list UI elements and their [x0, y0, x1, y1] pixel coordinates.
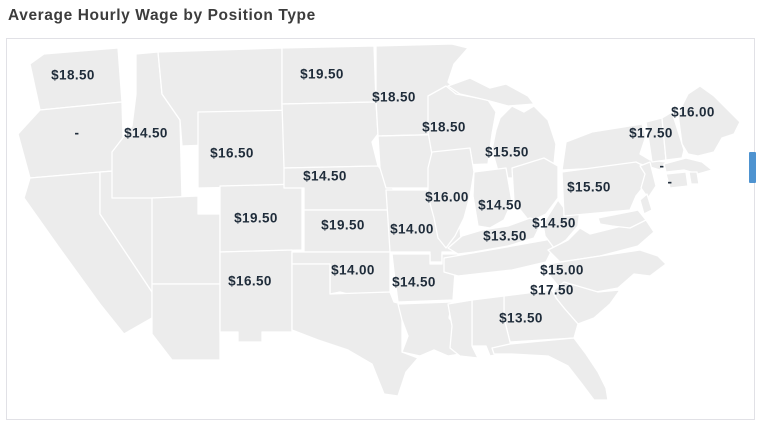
state-or[interactable]	[17, 101, 125, 179]
state-wi[interactable]	[427, 85, 497, 167]
state-oh[interactable]	[511, 157, 559, 223]
state-fl[interactable]	[491, 337, 609, 401]
state-nm[interactable]	[219, 249, 293, 343]
state-ky[interactable]	[447, 217, 543, 255]
state-co[interactable]	[219, 183, 303, 253]
state-pa[interactable]	[561, 161, 649, 217]
state-nd[interactable]	[281, 45, 377, 105]
state-de[interactable]	[639, 193, 653, 215]
state-sd[interactable]	[281, 101, 379, 169]
state-in[interactable]	[472, 167, 513, 229]
state-ms[interactable]	[447, 299, 479, 359]
state-md[interactable]	[597, 209, 647, 229]
state-ri[interactable]	[688, 171, 700, 185]
state-tn[interactable]	[443, 237, 559, 277]
state-ma[interactable]	[663, 157, 713, 175]
state-tx[interactable]	[291, 263, 419, 397]
legend-fragment	[749, 152, 756, 183]
state-az[interactable]	[151, 283, 221, 361]
state-il[interactable]	[427, 147, 475, 249]
state-wa[interactable]	[29, 47, 123, 111]
state-ut[interactable]	[151, 195, 221, 285]
state-ct[interactable]	[665, 171, 689, 189]
state-nh[interactable]	[661, 111, 685, 161]
state-ks[interactable]	[303, 209, 397, 253]
state-mi-upper-peninsula[interactable]	[447, 77, 535, 107]
state-me[interactable]	[677, 85, 741, 157]
chart-title: Average Hourly Wage by Position Type	[8, 7, 316, 24]
